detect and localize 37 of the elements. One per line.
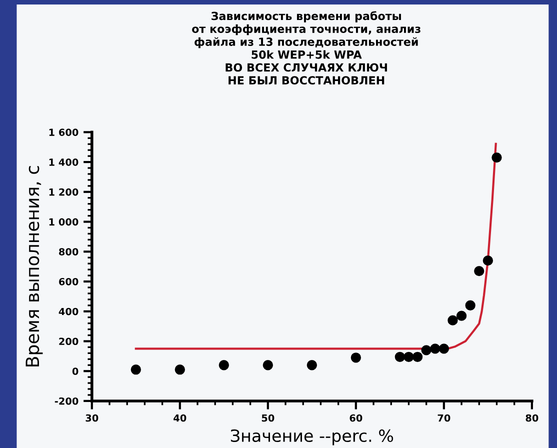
y-tick-label: 400	[58, 308, 78, 316]
point	[218, 360, 229, 370]
point	[412, 352, 423, 362]
point	[262, 360, 274, 370]
x-tick-label: 50	[262, 414, 274, 422]
y-axis-title: Время выполнения, с	[26, 166, 43, 366]
x-tick-label: 30	[86, 414, 98, 422]
y-tick-label: 1 600	[49, 128, 78, 136]
point	[438, 344, 450, 354]
y-tick-label: 1 200	[49, 188, 78, 196]
point	[394, 352, 406, 362]
x-axis-title: Значение --perc. %	[230, 429, 394, 446]
point	[404, 352, 414, 362]
y-tick-label: -200	[54, 397, 78, 405]
x-tick-label: 60	[350, 414, 362, 422]
point	[474, 266, 484, 276]
point	[448, 315, 458, 326]
point	[350, 352, 362, 363]
y-tick-label: 800	[59, 248, 78, 256]
y-tick-label: 1 400	[49, 158, 78, 166]
y-tick-label: 1 000	[49, 218, 78, 226]
point	[465, 300, 476, 310]
x-tick-label: 40	[174, 414, 186, 422]
y-tick-label: 600	[59, 278, 78, 286]
point	[421, 345, 432, 356]
chart-title: Зависимость времени работы от коэффициента точности, анализ файла из 13 последовательностей 50k WEP+5k WPA ВО ВСЕХ СЛУЧАЯХ КЛЮЧ НЕ БЫЛ ВОССТАНОВЛЕН	[192, 11, 420, 85]
y-tick-label: 0	[72, 368, 78, 375]
point	[130, 364, 141, 375]
point	[306, 360, 318, 370]
point	[456, 310, 467, 321]
point	[492, 152, 502, 163]
point	[174, 364, 185, 375]
x-tick-label: 70	[438, 414, 450, 422]
x-tick-label: 80	[526, 414, 538, 422]
point	[482, 256, 494, 266]
y-tick-label: 200	[59, 338, 78, 346]
point	[430, 344, 440, 354]
